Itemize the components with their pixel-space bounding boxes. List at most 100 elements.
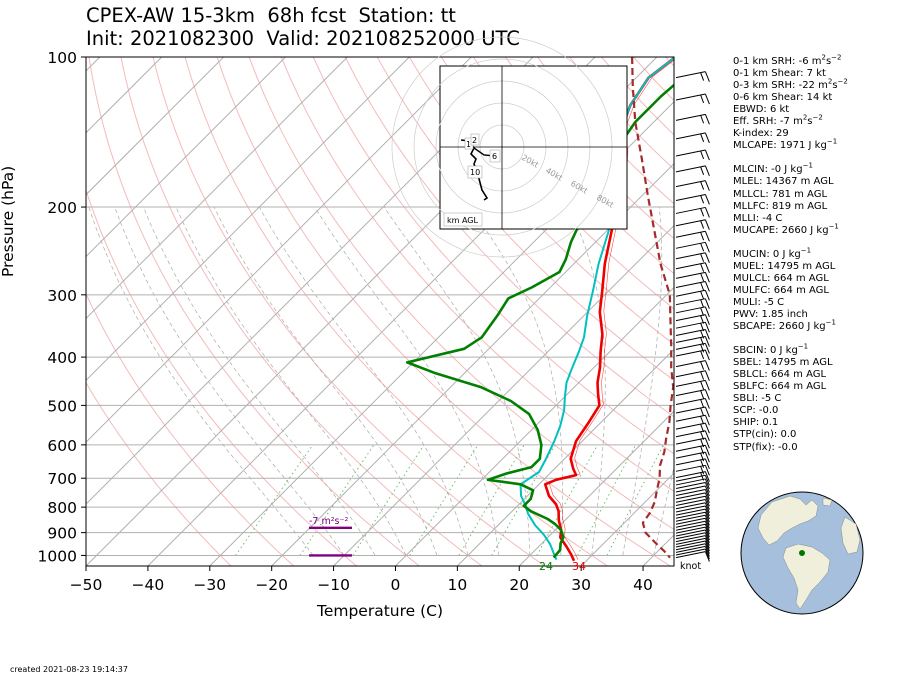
index-text: MLCIN: -0 J kg bbox=[733, 164, 803, 176]
wind-barb bbox=[675, 430, 710, 441]
y-tick-label: 100 bbox=[47, 49, 77, 67]
wind-barb bbox=[675, 206, 710, 218]
wind-barb-staff bbox=[675, 551, 706, 559]
dry-adiabat bbox=[86, 292, 295, 566]
wind-barb-flag bbox=[704, 505, 710, 517]
wind-barb-flag bbox=[704, 496, 710, 507]
dry-adiabat bbox=[472, 57, 674, 275]
hodograph-height-10: 10 bbox=[470, 168, 480, 177]
mixing-ratio-line bbox=[352, 444, 425, 556]
wind-barb bbox=[675, 548, 710, 560]
y-axis-label: Pressure (hPa) bbox=[0, 166, 17, 277]
wind-barb-staff bbox=[675, 511, 706, 519]
hodograph-height-1: 1 bbox=[466, 140, 471, 149]
wind-barb-flag bbox=[700, 72, 705, 81]
index-text: SBLCL: 664 m AGL bbox=[733, 369, 827, 381]
wind-barb-flag bbox=[704, 518, 710, 529]
y-tick-label: 1000 bbox=[38, 547, 77, 565]
wind-barbs bbox=[675, 71, 710, 562]
dry-adiabat bbox=[120, 57, 483, 566]
wind-barb-flag bbox=[700, 390, 705, 399]
wind-barb-flag bbox=[700, 315, 705, 324]
isotherm bbox=[580, 472, 674, 566]
y-tick-label: 400 bbox=[47, 349, 77, 367]
index-row: MLEL: 14367 m AGL bbox=[733, 176, 848, 188]
wind-barb bbox=[675, 502, 710, 513]
wind-barb bbox=[675, 414, 710, 426]
moist-adiabat bbox=[88, 206, 314, 556]
wind-barb bbox=[675, 262, 710, 273]
index-superscript: −2 bbox=[812, 113, 823, 122]
y-tick-label: 500 bbox=[47, 397, 77, 415]
wind-barb-flag bbox=[704, 329, 710, 340]
wind-barb bbox=[675, 180, 710, 191]
wind-barb-flag bbox=[704, 321, 710, 333]
globe-south-america bbox=[782, 543, 831, 610]
wind-barb-staff bbox=[675, 508, 706, 516]
index-superscript: 2 bbox=[821, 53, 826, 62]
wind-barb-flag bbox=[700, 438, 705, 448]
wind-barb bbox=[675, 219, 710, 230]
mixing-ratio-line bbox=[577, 444, 637, 556]
wind-barb-flag bbox=[700, 466, 705, 475]
index-superscript: −1 bbox=[800, 246, 812, 255]
wind-barb-staff bbox=[675, 502, 706, 510]
x-axis-label: Temperature (C) bbox=[316, 602, 443, 620]
x-tick-label: −50 bbox=[70, 576, 103, 594]
y-tick-label: 800 bbox=[47, 499, 77, 517]
wind-barb-flag bbox=[700, 273, 705, 282]
isotherm bbox=[86, 57, 348, 320]
index-text: 0-6 km Shear: 14 kt bbox=[733, 92, 833, 104]
dry-adiabat bbox=[86, 188, 357, 566]
moist-adiabat bbox=[314, 206, 500, 556]
wind-barb-flag bbox=[704, 314, 710, 325]
wind-barb-flag bbox=[704, 485, 710, 497]
index-row: 0-1 km Shear: 7 kt bbox=[733, 68, 848, 80]
index-text: PWV: 1.85 inch bbox=[733, 308, 808, 320]
wind-barb-flag bbox=[700, 299, 705, 308]
index-text: MLEL: 14367 m AGL bbox=[733, 176, 834, 188]
wind-barb-flag bbox=[704, 502, 710, 513]
wind-barb-flag bbox=[700, 344, 705, 353]
wind-barb bbox=[675, 289, 710, 301]
wind-barb-flag bbox=[700, 361, 705, 370]
wind-barb-flag bbox=[704, 532, 710, 543]
wind-barb-flag bbox=[704, 298, 710, 309]
wind-barb bbox=[675, 514, 710, 526]
wind-barb bbox=[675, 71, 710, 82]
index-text: 0-3 km SRH: -22 m bbox=[733, 80, 828, 92]
wind-barb-flag bbox=[704, 93, 710, 105]
wind-barb-staff bbox=[675, 540, 706, 548]
mixing-ratio-line bbox=[606, 444, 664, 556]
index-superscript: −1 bbox=[802, 162, 813, 171]
dry-adiabat bbox=[184, 57, 608, 566]
index-row: SCP: -0.0 bbox=[733, 405, 848, 417]
index-text: MLLCL: 781 m AGL bbox=[733, 188, 828, 200]
wind-barb bbox=[675, 336, 710, 347]
wind-barb bbox=[675, 321, 710, 333]
wind-barb-flag bbox=[704, 290, 710, 301]
wind-barb bbox=[675, 271, 710, 283]
wind-barb bbox=[675, 422, 710, 434]
x-tick-label: 40 bbox=[633, 576, 653, 594]
wind-barb-staff bbox=[675, 495, 706, 503]
wind-barb-staff bbox=[675, 537, 706, 545]
wind-barb-flag bbox=[700, 195, 705, 204]
wind-barb-staff bbox=[675, 474, 706, 482]
dry-adiabat bbox=[248, 57, 674, 531]
isotherm bbox=[271, 162, 674, 566]
wind-barb-flag bbox=[700, 459, 705, 468]
wind-barb-flag bbox=[704, 252, 710, 263]
wind-barb-flag bbox=[704, 521, 710, 532]
wind-barb-flag bbox=[704, 543, 710, 554]
index-row: SBLCL: 664 m AGL bbox=[733, 369, 848, 381]
wind-barb-flag bbox=[704, 546, 710, 557]
index-superscript: −1 bbox=[825, 318, 836, 327]
wind-barb-flag bbox=[700, 472, 705, 481]
wind-barb-flag bbox=[704, 360, 710, 371]
x-tick-label: 10 bbox=[448, 576, 468, 594]
x-tick-label: 20 bbox=[509, 576, 529, 594]
wind-barb-flag bbox=[704, 475, 710, 486]
wind-barb-flag bbox=[700, 399, 705, 408]
wind-barb-flag bbox=[704, 526, 710, 538]
